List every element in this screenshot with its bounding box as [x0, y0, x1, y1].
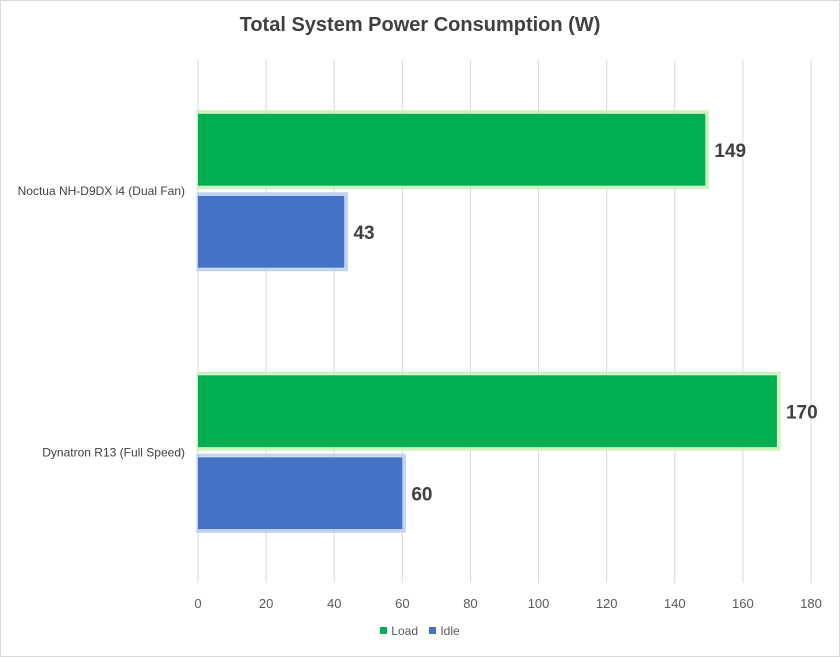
- bars: [196, 110, 781, 533]
- x-tick-label: 20: [259, 596, 273, 611]
- legend: Load Idle: [0, 624, 840, 638]
- x-tick-label: 100: [528, 596, 550, 611]
- legend-swatch-idle: [429, 627, 437, 634]
- data-labels: 149 43 170 60: [353, 141, 817, 506]
- legend-item-idle[interactable]: Idle: [429, 624, 460, 638]
- x-tick-label: 120: [596, 596, 618, 611]
- bar-load-1: [198, 375, 777, 448]
- legend-label-idle: Idle: [440, 624, 460, 638]
- x-tick-label: 140: [664, 596, 686, 611]
- legend-label-load: Load: [391, 624, 418, 638]
- x-tick-label: 160: [732, 596, 754, 611]
- bar-load-0: [198, 113, 706, 186]
- category-labels: Noctua NH-D9DX i4 (Dual Fan) Dynatron R13…: [18, 184, 185, 460]
- bar-idle-0: [198, 195, 345, 268]
- x-tick-label: 80: [463, 596, 477, 611]
- data-label: 60: [411, 484, 432, 505]
- data-label: 149: [714, 141, 746, 162]
- legend-item-load[interactable]: Load: [380, 624, 418, 638]
- category-label: Noctua NH-D9DX i4 (Dual Fan): [18, 184, 185, 198]
- x-tick-label: 40: [327, 596, 341, 611]
- data-label: 43: [353, 223, 374, 244]
- data-label: 170: [786, 402, 818, 423]
- legend-swatch-load: [380, 627, 388, 634]
- x-tick-labels: 0 20 40 60 80 100 120 140 160 180: [194, 596, 821, 611]
- chart-title: Total System Power Consumption (W): [239, 14, 601, 36]
- x-tick-label: 60: [395, 596, 409, 611]
- x-tick-label: 0: [194, 596, 201, 611]
- x-tick-label: 180: [800, 596, 822, 611]
- category-label: Dynatron R13 (Full Speed): [42, 445, 185, 459]
- bar-idle-1: [198, 457, 403, 530]
